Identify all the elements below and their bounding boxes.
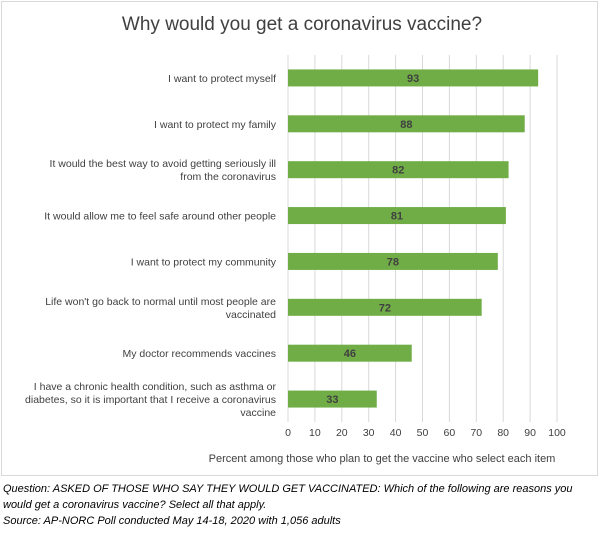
category-label: I want to protect my community (131, 256, 277, 268)
category-label-line: I want to protect my family (154, 119, 277, 131)
category-label-line: My doctor recommends vaccines (123, 348, 276, 360)
bar-value-label: 88 (400, 119, 412, 131)
x-tick-label: 10 (309, 427, 321, 439)
bar-value-label: 33 (326, 394, 338, 406)
bar-chart: 93 88 82 81 78 72 46 33 I want to protect mysel… (25, 55, 566, 465)
bar-value-label: 78 (387, 256, 399, 268)
bar (288, 252, 498, 270)
category-label: It would the best way to avoid getting s… (50, 158, 276, 183)
category-label-line: from the coronavirus (180, 171, 276, 183)
category-label: Life won't go back to normal until most … (45, 296, 276, 321)
bar (288, 207, 506, 225)
category-label-line: vaccinated (226, 309, 276, 321)
category-label: I have a chronic health condition, such … (25, 381, 276, 419)
bar (288, 161, 509, 179)
footnote: Question: ASKED OF THOSE WHO SAY THEY WO… (3, 481, 603, 529)
category-label: I want to protect my family (154, 119, 277, 131)
category-label-line: diabetes, so it is important that I rece… (25, 394, 276, 406)
bar (288, 298, 482, 316)
x-tick-label: 100 (548, 427, 566, 439)
x-tick-label: 20 (336, 427, 348, 439)
x-axis-ticks: 0 10 20 30 40 50 60 70 80 90 100 (285, 427, 566, 439)
x-tick-label: 90 (524, 427, 536, 439)
x-axis-label: Percent among those who plan to get the … (209, 453, 556, 465)
category-label: I want to protect myself (168, 73, 276, 85)
category-label: It would allow me to feel safe around ot… (44, 211, 276, 223)
category-labels: I want to protect myself I want to protec… (25, 73, 277, 419)
bar-value-label: 81 (391, 211, 403, 223)
x-tick-label: 30 (363, 427, 375, 439)
bar-value-label: 72 (379, 302, 391, 314)
footnote-question-line-1: Question: ASKED OF THOSE WHO SAY THEY WO… (3, 483, 573, 495)
x-tick-label: 60 (444, 427, 456, 439)
bar (288, 390, 377, 408)
bar-value-label: 46 (344, 348, 356, 360)
footnote-source: Source: AP-NORC Poll conducted May 14-18… (3, 515, 341, 527)
bar (288, 69, 539, 87)
category-label-line: I want to protect my community (131, 256, 277, 268)
bar-value-label: 82 (392, 165, 404, 177)
category-label-line: I want to protect myself (168, 73, 276, 85)
bar (288, 115, 525, 133)
category-label-line: vaccine (240, 407, 276, 419)
category-label: My doctor recommends vaccines (123, 348, 276, 360)
x-tick-label: 50 (417, 427, 429, 439)
chart-title: Why would you get a coronavirus vaccine? (121, 14, 483, 35)
bars: 93 88 82 81 78 72 46 33 (288, 69, 539, 408)
x-tick-label: 40 (390, 427, 402, 439)
bar-value-label: 93 (407, 73, 419, 85)
category-label-line: Life won't go back to normal until most … (45, 296, 276, 308)
footnote-question-line-2: would get a coronavirus vaccine? Select … (3, 499, 267, 511)
category-label-line: It would allow me to feel safe around ot… (44, 211, 276, 223)
gridlines (287, 55, 558, 422)
bar (288, 344, 412, 362)
x-tick-label: 80 (497, 427, 509, 439)
x-tick-label: 70 (470, 427, 482, 439)
x-tick-label: 0 (285, 427, 291, 439)
category-label-line: I have a chronic health condition, such … (34, 381, 277, 393)
category-label-line: It would the best way to avoid getting s… (50, 158, 276, 170)
